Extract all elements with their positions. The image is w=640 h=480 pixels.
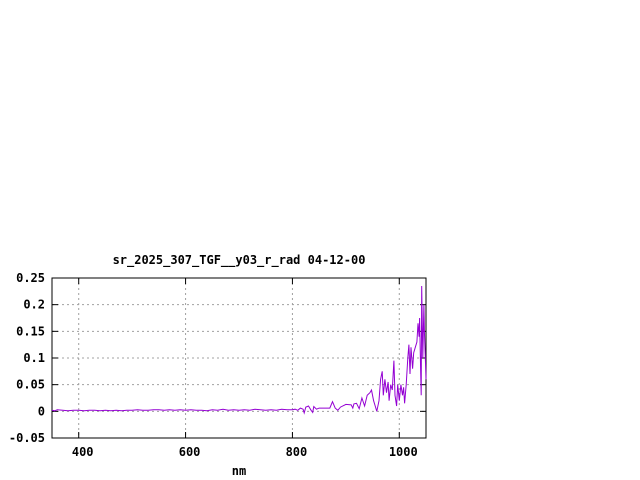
x-tick-label: 800 [286, 445, 308, 459]
x-tick-label: 600 [179, 445, 201, 459]
ticks: -0.05 0 0.05 0.1 0.15 0.2 0.25 400 600 800 1000 [9, 271, 426, 459]
y-tick-label: 0.25 [16, 271, 45, 285]
plot-frame [51, 277, 427, 439]
y-tick-label: -0.05 [9, 431, 45, 445]
y-tick-label: 0.2 [23, 298, 45, 312]
x-axis-label: nm [232, 464, 246, 478]
x-tick-label: 1000 [389, 445, 418, 459]
series-line [51, 285, 427, 415]
grid [52, 278, 426, 438]
y-tick-label: 0 [38, 404, 45, 418]
y-tick-label: 0.15 [16, 324, 45, 338]
y-tick-label: 0.1 [23, 351, 45, 365]
chart-title: sr_2025_307_TGF__y03_r_rad 04-12-00 [113, 253, 366, 268]
y-tick-label: 0.05 [16, 378, 45, 392]
x-tick-label: 400 [72, 445, 94, 459]
